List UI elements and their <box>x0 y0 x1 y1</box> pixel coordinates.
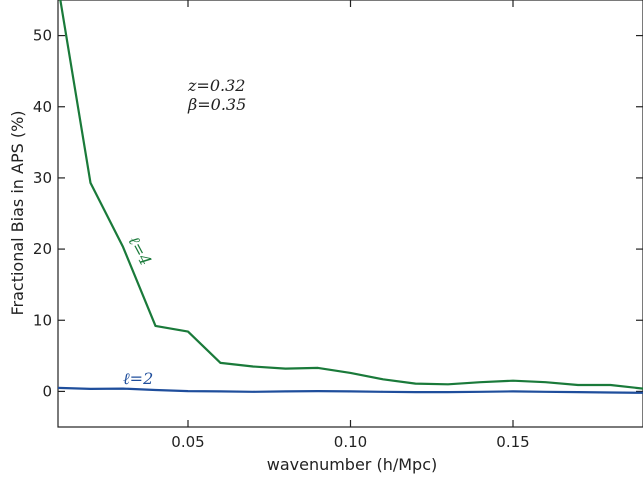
series-label-l2: ℓ=2 <box>123 369 153 388</box>
annotation-redshift: z=0.32 <box>187 76 245 95</box>
y-tick-label: 20 <box>33 240 52 258</box>
y-tick-label: 30 <box>33 169 52 187</box>
y-tick-label: 40 <box>33 98 52 116</box>
x-axis-label: wavenumber (h/Mpc) <box>267 455 438 474</box>
plot-frame <box>57 0 643 428</box>
y-tick-label: 50 <box>33 27 52 45</box>
y-tick-label: 10 <box>33 311 52 329</box>
series-layer <box>58 0 643 394</box>
series-line-l2 <box>58 386 643 394</box>
series-line-l4 <box>59 0 643 390</box>
annotation-beta: β=0.35 <box>187 95 246 114</box>
y-axis-label: Fractional Bias in APS (%) <box>8 110 27 315</box>
x-tick-label: 0.05 <box>171 433 204 451</box>
ticks: 0.05 0.10 0.15 0 10 20 30 40 50 <box>33 0 643 451</box>
x-tick-label: 0.15 <box>496 433 529 451</box>
y-tick-label: 0 <box>42 382 52 400</box>
x-tick-label: 0.10 <box>334 433 367 451</box>
